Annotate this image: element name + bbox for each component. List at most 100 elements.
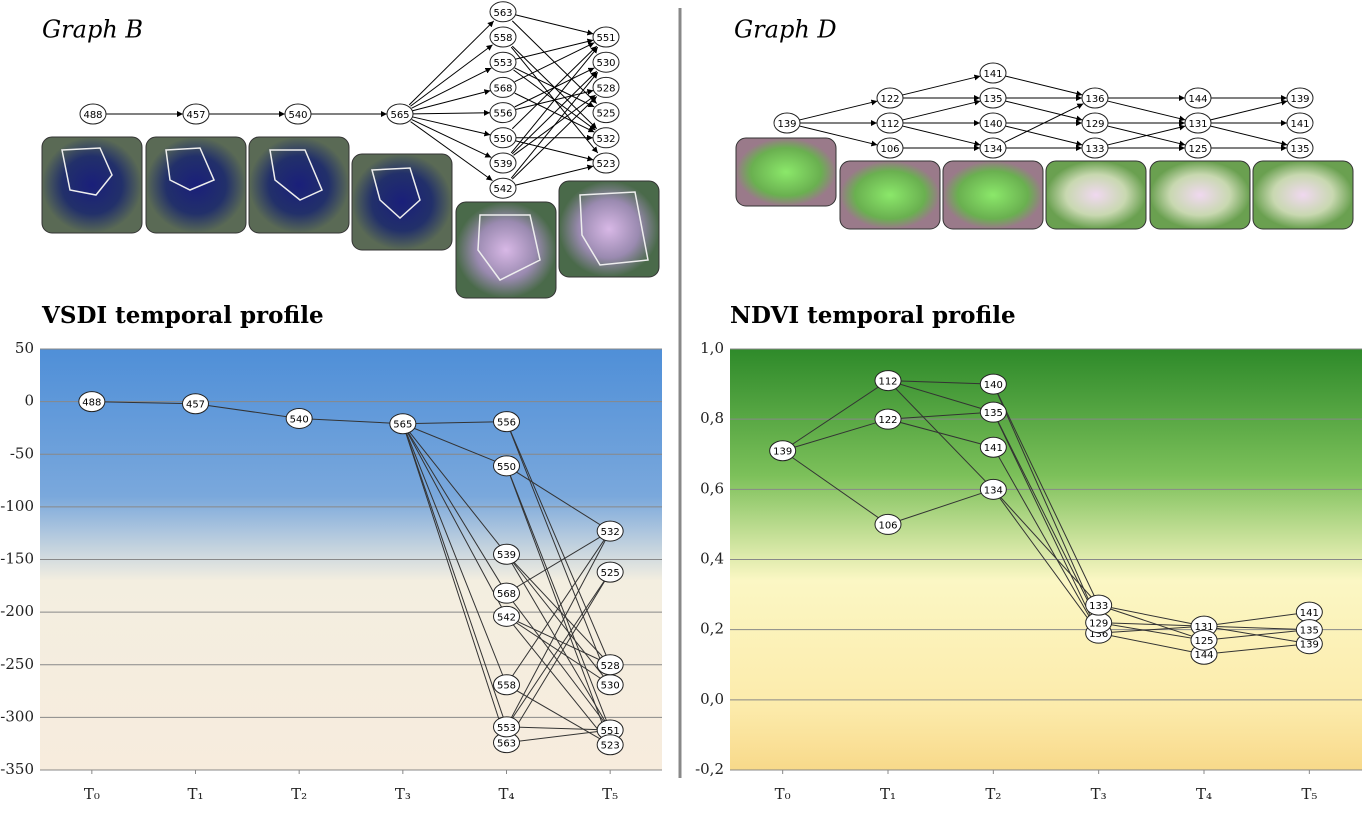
diagram-edge bbox=[412, 116, 491, 137]
diagram-node bbox=[182, 103, 210, 125]
diagram-node bbox=[489, 102, 517, 124]
edge bbox=[506, 553, 611, 686]
diagram-node-label: 539 bbox=[493, 159, 512, 170]
diagram-edge bbox=[513, 69, 596, 131]
edge bbox=[1203, 611, 1310, 627]
diagram-node-label: 563 bbox=[493, 8, 512, 19]
diagram-node bbox=[1286, 137, 1314, 159]
edge bbox=[506, 571, 611, 743]
edge bbox=[402, 423, 507, 594]
node bbox=[979, 436, 1007, 458]
edge bbox=[299, 417, 403, 425]
edge bbox=[506, 616, 611, 746]
y-tick-label: 50 bbox=[15, 339, 34, 357]
node-label: 129 bbox=[1089, 619, 1108, 630]
edge bbox=[1098, 632, 1205, 655]
diagram-node bbox=[1286, 112, 1314, 134]
node-label: 563 bbox=[497, 739, 516, 750]
node-label: 139 bbox=[1300, 640, 1319, 651]
node-label: 539 bbox=[497, 550, 516, 561]
diagram-node-label: 139 bbox=[777, 119, 796, 130]
diagram-edge bbox=[799, 99, 878, 121]
diagram-node bbox=[284, 103, 312, 125]
edge bbox=[887, 380, 994, 413]
y-tick-label: -250 bbox=[0, 655, 34, 673]
diagram-node bbox=[592, 26, 620, 48]
node bbox=[493, 455, 520, 477]
node-label: 144 bbox=[1194, 650, 1213, 661]
diagram-node-label: 550 bbox=[493, 134, 512, 145]
edge bbox=[402, 423, 507, 743]
diagram-node-label: 112 bbox=[880, 119, 899, 130]
node bbox=[596, 654, 624, 676]
graph-title: Graph D bbox=[734, 16, 837, 44]
diagram-edge bbox=[410, 44, 493, 107]
edge bbox=[887, 488, 994, 525]
diagram-edge bbox=[1005, 100, 1083, 122]
diagram-node bbox=[489, 51, 517, 73]
diagram-edge bbox=[412, 89, 491, 112]
diagram-node-label: 122 bbox=[880, 94, 899, 105]
node bbox=[596, 520, 624, 542]
node-label: 568 bbox=[497, 589, 516, 600]
edge bbox=[992, 411, 1100, 623]
edge bbox=[992, 411, 1100, 634]
graph-title: Graph B bbox=[42, 16, 143, 44]
diagram-node bbox=[489, 26, 517, 48]
diagram-node-label: 528 bbox=[596, 83, 615, 94]
diagram-edge bbox=[902, 74, 981, 96]
node-label: 133 bbox=[1089, 601, 1108, 612]
diagram-node-label: 125 bbox=[1188, 144, 1207, 155]
edge bbox=[91, 401, 196, 405]
node-label: 141 bbox=[984, 443, 1003, 454]
diagram-node-label: 135 bbox=[1290, 144, 1309, 155]
diagram-node-label: 139 bbox=[1290, 94, 1309, 105]
edge bbox=[402, 423, 507, 467]
edge bbox=[782, 418, 889, 452]
diagram-node-label: 568 bbox=[493, 83, 512, 94]
edge bbox=[506, 615, 611, 686]
diagram-edge bbox=[515, 164, 594, 186]
x-tick-label: T₁ bbox=[187, 785, 203, 803]
edge bbox=[506, 465, 611, 745]
node-label: 551 bbox=[601, 726, 620, 737]
diagram-node-label: 136 bbox=[1085, 94, 1104, 105]
y-tick-label: 0,4 bbox=[700, 550, 724, 568]
edge bbox=[992, 383, 1100, 606]
node-label: 136 bbox=[1089, 629, 1108, 640]
edge bbox=[402, 421, 507, 425]
edge bbox=[506, 615, 611, 666]
chart-title: VSDI temporal profile bbox=[41, 302, 324, 329]
node bbox=[874, 408, 902, 430]
y-tick-label: 0,0 bbox=[700, 690, 724, 708]
diagram-node bbox=[489, 152, 517, 174]
diagram-edge bbox=[412, 109, 491, 116]
edge bbox=[992, 488, 1100, 606]
diagram-node bbox=[489, 76, 517, 98]
node-label: 542 bbox=[497, 612, 516, 623]
edge bbox=[402, 423, 507, 555]
x-tick-label: T₀ bbox=[84, 785, 100, 803]
y-tick-label: 0,6 bbox=[700, 479, 724, 497]
diagram-edge bbox=[514, 67, 595, 108]
diagram-node-label: 488 bbox=[83, 110, 102, 121]
node bbox=[874, 370, 902, 392]
edge bbox=[506, 592, 611, 731]
diagram-node bbox=[1081, 112, 1109, 134]
edge bbox=[506, 530, 611, 594]
edge bbox=[887, 411, 994, 420]
node-label: 141 bbox=[1300, 608, 1319, 619]
node-label: 532 bbox=[601, 527, 620, 538]
x-tick-label: T₄ bbox=[1196, 785, 1212, 803]
edge bbox=[992, 383, 1100, 623]
edge bbox=[887, 380, 994, 490]
diagram-node-label: 144 bbox=[1188, 94, 1207, 105]
diagram-node bbox=[79, 103, 107, 125]
diagram-node bbox=[592, 76, 620, 98]
diagram-edge bbox=[902, 99, 981, 121]
edge bbox=[506, 530, 611, 728]
node-label: 530 bbox=[601, 681, 620, 692]
diagram-node bbox=[876, 112, 904, 134]
node-label: 457 bbox=[186, 400, 205, 411]
